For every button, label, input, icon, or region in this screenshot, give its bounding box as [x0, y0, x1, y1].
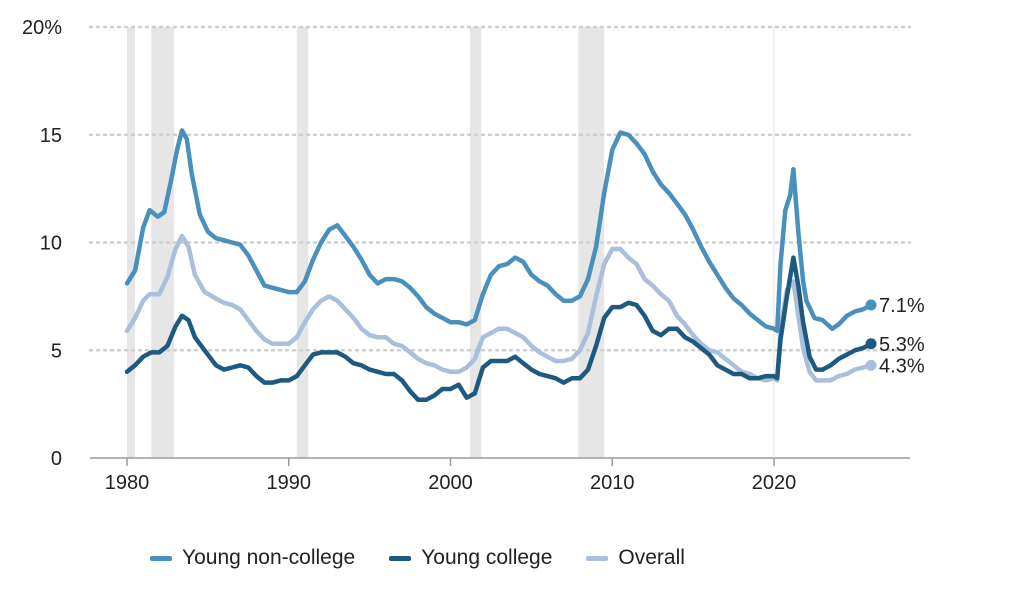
series-line-overall [124, 233, 874, 383]
x-tick-label: 2010 [590, 472, 635, 494]
end-point-young-non-college [865, 299, 877, 311]
legend-item-young-college: Young college [389, 546, 552, 570]
legend-swatch [389, 555, 412, 561]
series-lines [124, 128, 874, 403]
end-label-overall: 4.3% [879, 355, 925, 377]
legend-item-overall: Overall [586, 546, 685, 570]
x-tick-label: 2020 [752, 472, 797, 494]
end-labels: 4.3% 7.1% 5.3% [865, 295, 925, 377]
y-tick-label: 10 [40, 233, 62, 255]
legend-label: Overall [618, 546, 685, 569]
y-tick-label: 20% [22, 17, 62, 39]
end-point-young-college [865, 338, 877, 350]
series-line-young-non-college [124, 128, 874, 334]
series-line-young-college [124, 255, 874, 403]
end-label-young-non-college: 7.1% [879, 295, 925, 317]
legend-swatch [150, 555, 172, 561]
y-tick-label: 0 [51, 448, 62, 470]
legend-item-young-non-college: Young non-college [150, 546, 355, 570]
end-point-overall [865, 359, 877, 371]
x-axis: 1980 1990 2000 2010 2020 [105, 458, 797, 494]
end-label-young-college: 5.3% [879, 334, 925, 356]
x-tick-label: 2000 [428, 472, 473, 494]
y-axis: 0 5 10 15 20% [22, 17, 62, 470]
legend-label: Young college [421, 546, 553, 569]
y-tick-label: 5 [51, 340, 62, 362]
y-tick-label: 15 [40, 125, 62, 147]
legend: Young non-college Young college Overall [150, 546, 685, 570]
legend-label: Young non-college [182, 546, 356, 569]
legend-swatch [586, 555, 609, 561]
x-tick-label: 1980 [105, 472, 150, 494]
x-tick-label: 1990 [267, 472, 312, 494]
